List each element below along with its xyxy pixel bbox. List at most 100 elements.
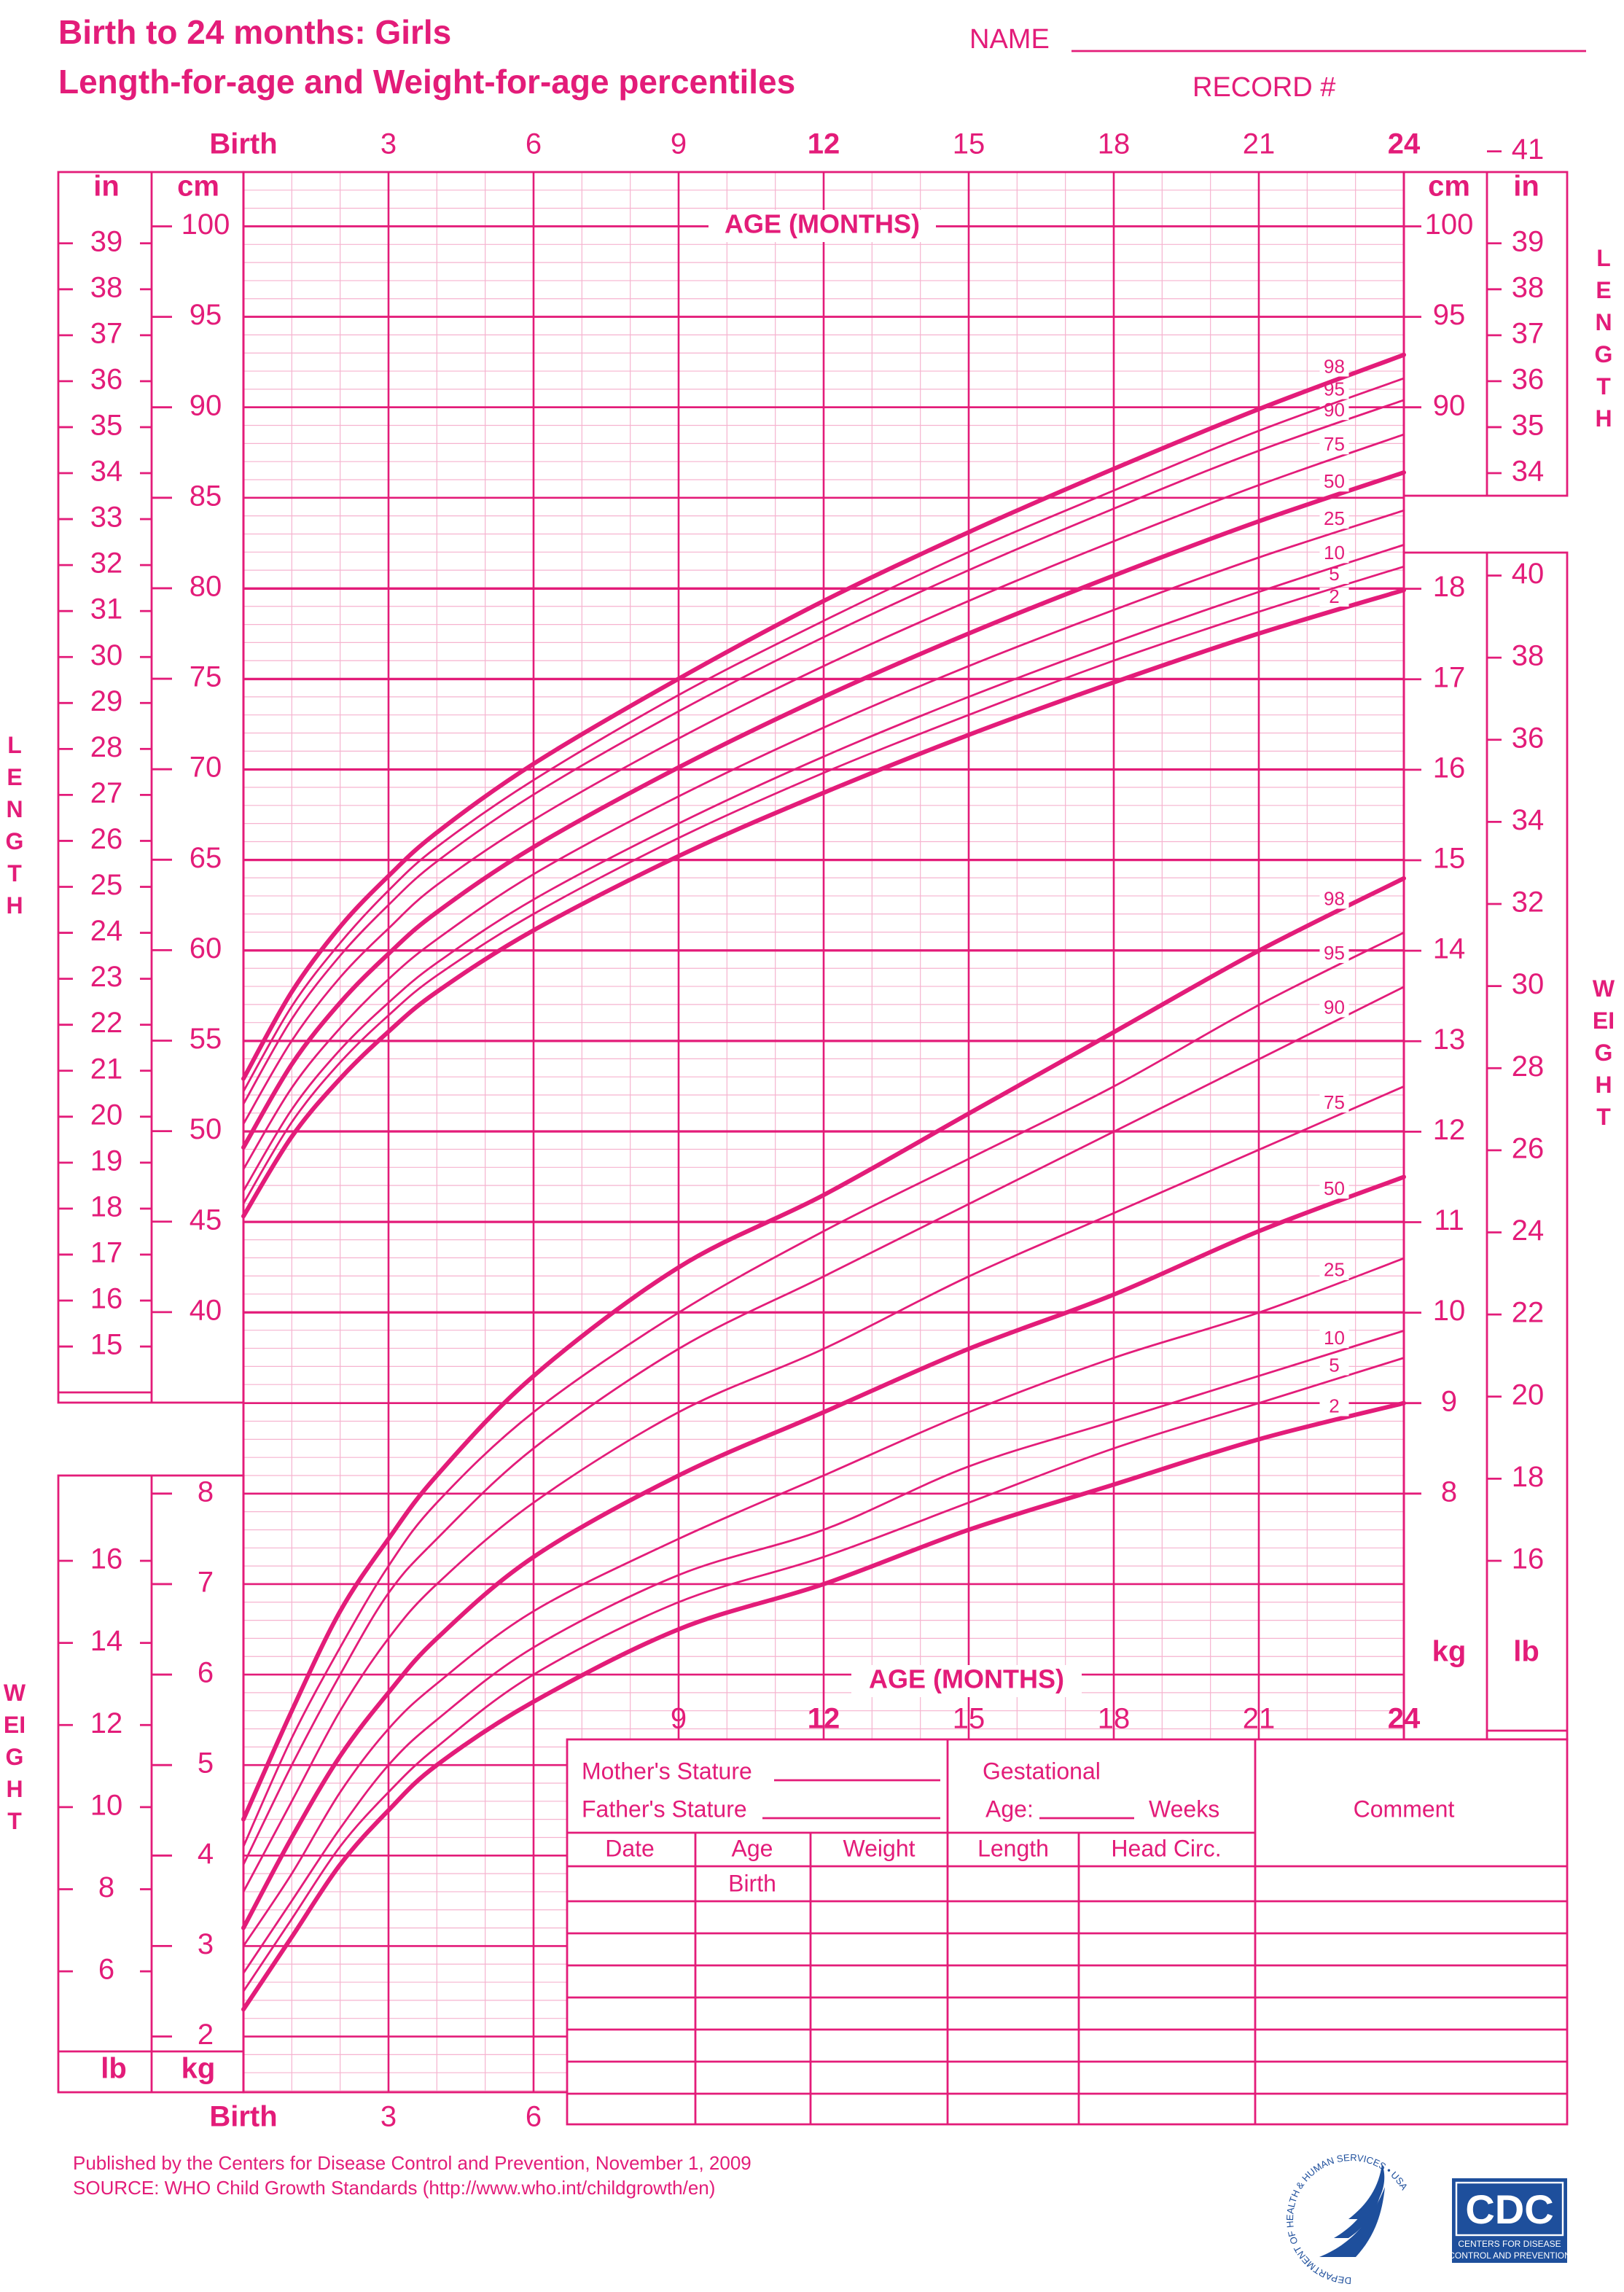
y2-tick-label: 20 <box>90 1099 123 1131</box>
eagle-shape <box>1319 2187 1385 2257</box>
form-label: Age: <box>985 1796 1034 1822</box>
percentile-curve <box>241 1174 1406 1930</box>
percentile-curve <box>242 543 1405 1192</box>
unit-label: kg <box>1432 1636 1467 1668</box>
percentile-curve <box>242 986 1405 1866</box>
y2-tick-label: 27 <box>90 777 123 809</box>
x-tick-label: 24 <box>1388 128 1421 160</box>
y2-tick-label: 18 <box>1512 1461 1545 1493</box>
form-label: Gestational <box>983 1758 1101 1784</box>
y-tick-label: 60 <box>190 932 222 964</box>
x-axis-label: AGE (MONTHS) <box>725 209 920 239</box>
x-tick-label: Birth <box>209 2101 277 2133</box>
footer-text: SOURCE: WHO Child Growth Standards (http… <box>73 2177 715 2199</box>
label-bg <box>851 1665 1082 1697</box>
record-label: RECORD # <box>1192 72 1335 103</box>
x-tick-label: 15 <box>953 128 985 160</box>
label-bg <box>1319 1397 1349 1416</box>
y-tick-label: 11 <box>1434 1204 1464 1236</box>
y-tick-label: 18 <box>1433 571 1466 603</box>
y-tick-label: 3 <box>198 1928 214 1960</box>
y2-tick-label: 17 <box>90 1237 123 1269</box>
y-tick-label: 40 <box>190 1294 222 1326</box>
y-tick-label: 14 <box>1433 933 1466 965</box>
y2-tick-label: 24 <box>1512 1215 1545 1247</box>
percentile-curve <box>241 1400 1406 2012</box>
percentile-label: 98 <box>1324 887 1345 909</box>
y-axis-label: WEIGHT <box>1592 975 1615 1130</box>
y2-tick-label: 28 <box>1512 1050 1545 1083</box>
y-tick-label: 12 <box>1433 1114 1466 1146</box>
column-header: Length <box>977 1835 1049 1861</box>
y2-tick-label: 20 <box>1512 1379 1545 1411</box>
y2-tick-label: 41 <box>1512 133 1545 165</box>
percentile-label: 10 <box>1324 542 1345 564</box>
y2-tick-label: 21 <box>90 1053 123 1085</box>
percentile-curve <box>241 876 1406 1822</box>
percentile-curve <box>241 588 1406 1219</box>
eagle-shape <box>1348 2164 1385 2219</box>
y2-tick-label: 38 <box>1512 271 1545 303</box>
percentile-curve <box>242 1257 1405 1947</box>
y-tick-label: 90 <box>190 389 222 421</box>
y-tick-label: 4 <box>198 1838 214 1870</box>
percentile-curve <box>242 1085 1405 1893</box>
y2-tick-label: 38 <box>1512 640 1545 672</box>
y2-tick-label: 26 <box>90 823 123 855</box>
percentile-label: 75 <box>1324 1091 1345 1113</box>
percentile-label: 75 <box>1324 433 1345 455</box>
y2-tick-label: 39 <box>90 225 123 257</box>
column-header: Date <box>605 1835 655 1861</box>
label-bg <box>708 210 936 242</box>
y2-tick-label: 23 <box>90 961 123 993</box>
y2-tick-label: 34 <box>90 456 123 488</box>
percentile-label: 50 <box>1324 470 1345 492</box>
y2-tick-label: 32 <box>1512 886 1545 919</box>
y-axis-label: WEIGHT <box>3 1680 26 1834</box>
unit-label: in <box>93 171 120 203</box>
y-tick-label: 10 <box>1433 1295 1466 1327</box>
x-tick-label: 24 <box>1388 1703 1421 1735</box>
unit-label: kg <box>181 2053 216 2085</box>
axis-layer: Birth 3 6 9 12 15 18 21 244045505560657075808590… <box>58 128 1544 2133</box>
form-label: Father's Stature <box>582 1796 747 1822</box>
y2-tick-label: 24 <box>90 915 123 947</box>
y-tick-label: 5 <box>198 1747 214 1780</box>
percentile-label: 50 <box>1324 1177 1345 1199</box>
y2-tick-label: 16 <box>90 1543 123 1575</box>
percentile-label: 90 <box>1324 996 1345 1018</box>
y2-tick-label: 30 <box>90 639 123 671</box>
column-header: Weight <box>843 1835 915 1861</box>
label-bg <box>1319 1260 1349 1280</box>
percentile-curve <box>242 377 1405 1093</box>
y-tick-label: 100 <box>181 208 230 241</box>
label-bg <box>1319 1180 1349 1199</box>
y-tick-label: 15 <box>1433 843 1466 875</box>
form-cell: Birth <box>728 1870 776 1896</box>
y2-tick-label: 36 <box>1512 722 1545 754</box>
y2-tick-label: 22 <box>90 1007 123 1039</box>
name-label: NAME <box>969 24 1050 55</box>
label-bg <box>1319 889 1349 909</box>
percentile-curve <box>241 470 1406 1150</box>
x-tick-label: 9 <box>671 1703 687 1735</box>
y2-tick-label: 39 <box>1512 225 1545 257</box>
y2-tick-label: 16 <box>90 1283 123 1315</box>
y2-tick-label: 30 <box>1512 968 1545 1000</box>
y-tick-label: 45 <box>190 1204 222 1236</box>
cdc-inner <box>1455 2181 1564 2237</box>
percentile-label: 95 <box>1324 942 1345 964</box>
y-tick-label: 17 <box>1433 661 1466 693</box>
y-tick-label: 95 <box>190 299 222 331</box>
cdc-text: CDC <box>1465 2186 1553 2232</box>
x-tick-label: 9 <box>671 128 687 160</box>
cdc-subtext: CENTERS FOR DISEASE <box>1458 2239 1561 2249</box>
y-tick-label: 9 <box>1441 1385 1457 1417</box>
y2-tick-label: 34 <box>1512 456 1545 488</box>
y2-tick-label: 28 <box>90 731 123 763</box>
label-bg <box>1319 1093 1349 1112</box>
y2-tick-label: 36 <box>1512 363 1545 395</box>
y-tick-label: 7 <box>198 1567 214 1599</box>
unit-label: lb <box>1513 1636 1539 1668</box>
